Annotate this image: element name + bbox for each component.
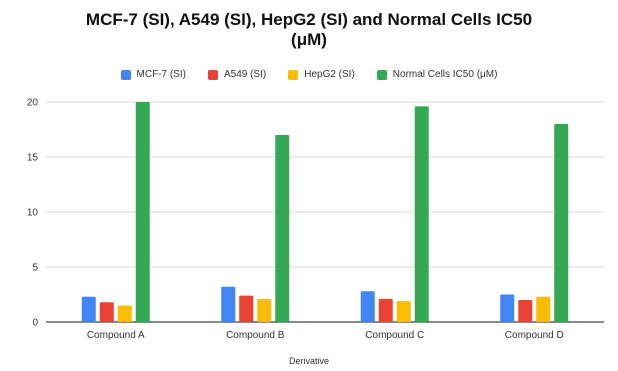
legend-item-normal: Normal Cells IC50 (μM) (376, 69, 498, 80)
legend-swatch-mcf7 (120, 69, 131, 80)
legend-item-mcf7: MCF-7 (SI) (120, 69, 186, 80)
x-tick-label: Compound A (87, 330, 145, 341)
legend-swatch-normal (376, 69, 387, 80)
chart-legend: MCF-7 (SI) A549 (SI) HepG2 (SI) Normal C… (0, 69, 618, 80)
legend-item-hepg2: HepG2 (SI) (288, 69, 355, 80)
bar-2 (99, 302, 114, 322)
bar-2 (518, 300, 533, 322)
bar-4 (414, 106, 429, 323)
legend-swatch-a549 (207, 69, 218, 80)
legend-swatch-hepg2 (288, 69, 299, 80)
bar-2 (378, 298, 393, 322)
chart-title: MCF-7 (SI), A549 (SI), HepG2 (SI) and No… (0, 10, 618, 50)
bar-4 (554, 124, 569, 322)
bar-1 (81, 296, 96, 322)
bar-3 (117, 305, 132, 322)
bar-1 (500, 294, 515, 322)
y-tick-label: 15 (27, 153, 39, 164)
chart-title-line-1: MCF-7 (SI), A549 (SI), HepG2 (SI) and No… (85, 10, 533, 29)
y-tick-label: 5 (32, 263, 38, 274)
chart-title-line-2: (μM) (291, 30, 327, 49)
legend-label-hepg2: HepG2 (SI) (304, 69, 355, 80)
x-tick-label: Compound B (226, 330, 285, 341)
bar-2 (239, 295, 254, 322)
x-tick-label: Compound D (505, 330, 564, 341)
x-tick-label: Compound C (365, 330, 424, 341)
y-tick-label: 10 (27, 208, 39, 219)
bar-4 (275, 135, 290, 322)
bar-3 (396, 301, 411, 322)
legend-item-a549: A549 (SI) (207, 69, 267, 80)
y-tick-label: 20 (27, 98, 39, 109)
legend-label-normal: Normal Cells IC50 (μM) (392, 69, 498, 80)
bar-3 (536, 296, 551, 322)
bar-4 (135, 102, 150, 322)
legend-label-mcf7: MCF-7 (SI) (136, 69, 186, 80)
legend-label-a549: A549 (SI) (223, 69, 267, 80)
bar-1 (221, 286, 236, 322)
bar-3 (257, 298, 272, 322)
x-axis-label: Derivative (288, 356, 329, 366)
bar-1 (360, 291, 375, 322)
y-tick-label: 0 (32, 318, 38, 329)
